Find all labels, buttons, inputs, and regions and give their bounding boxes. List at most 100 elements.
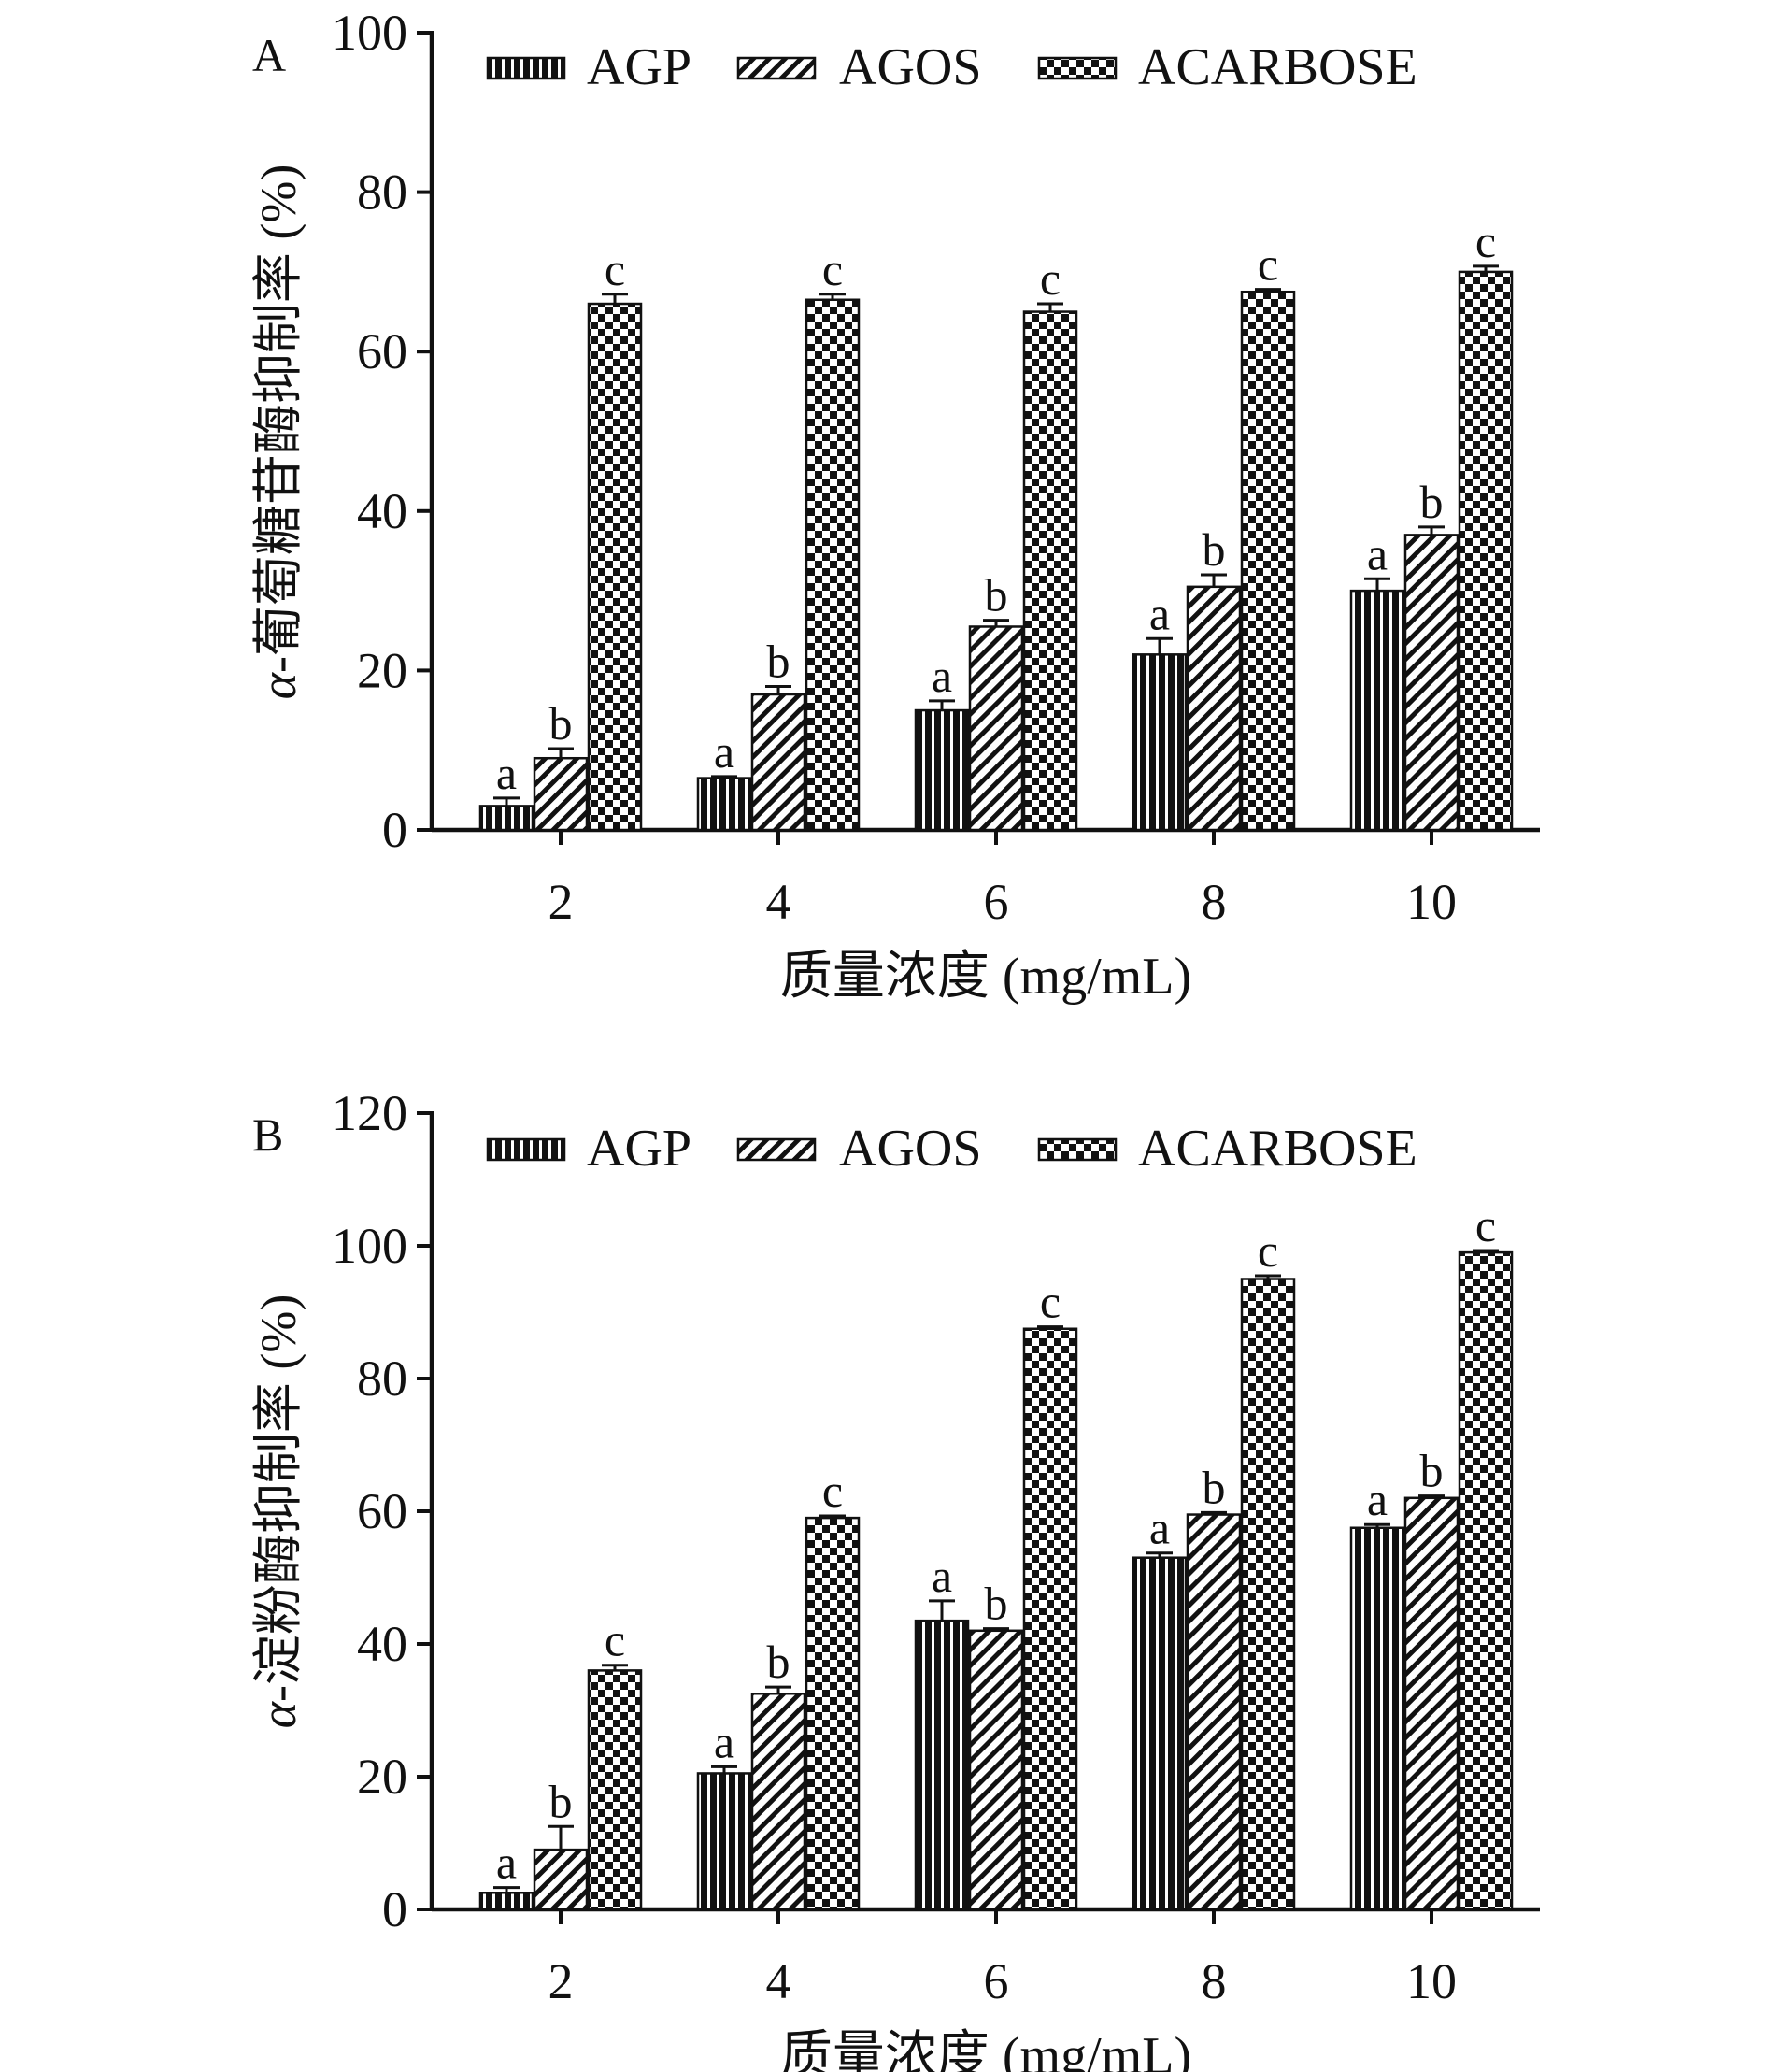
bar-acarbose [805, 1516, 861, 1911]
legend-label: ACARBOSE [1138, 1120, 1417, 1178]
bar-agp [1349, 1526, 1405, 1911]
significance-letter: c [605, 1614, 625, 1666]
significance-letter: c [605, 243, 625, 295]
x-tick-label: 8 [1202, 874, 1227, 930]
significance-letter: b [767, 1636, 790, 1688]
significance-letter: b [985, 569, 1008, 622]
bar-agos [1186, 585, 1242, 832]
bar-acarbose [1458, 1250, 1514, 1911]
bar-agp [1349, 589, 1405, 832]
y-axis-title-text: -淀粉酶抑制率 (%) [250, 1294, 306, 1702]
significance-letter: a [1149, 1502, 1170, 1554]
x-tick-label: 10 [1406, 1953, 1457, 2009]
y-tick-label: 100 [332, 1218, 407, 1274]
significance-letter: c [822, 243, 843, 295]
y-tick-label: 0 [382, 802, 407, 858]
bar-acarbose [1240, 290, 1296, 832]
legend-label: ACARBOSE [1138, 38, 1417, 96]
bar-agos [1186, 1513, 1242, 1911]
y-axis-title-text: -葡萄糖苷酶抑制率 (%) [250, 164, 306, 673]
legend-swatch [1037, 1137, 1118, 1162]
y-axis-title-greek: α [250, 671, 306, 699]
panel-label: B [252, 1108, 283, 1161]
x-tick-label: 2 [548, 1953, 574, 2009]
significance-letter: b [1203, 1461, 1226, 1513]
bar-agos [968, 1629, 1024, 1911]
legend-swatch [486, 1137, 566, 1162]
bar-agp [478, 1892, 534, 1911]
legend-swatch [486, 56, 566, 80]
bar-agp [914, 1619, 970, 1911]
significance-letter: b [549, 1775, 573, 1827]
significance-letter: c [1475, 1199, 1496, 1251]
significance-letter: c [822, 1465, 843, 1517]
bar-acarbose [1022, 310, 1078, 832]
y-axis-title: α-淀粉酶抑制率 (%) [250, 1294, 306, 1729]
significance-letter: b [985, 1578, 1008, 1630]
x-tick-label: 2 [548, 874, 574, 930]
x-axis-title: 质量浓度 (mg/mL) [780, 2027, 1191, 2072]
significance-letter: a [932, 1550, 952, 1602]
significance-letter: c [1258, 1224, 1278, 1277]
bar-agp [696, 777, 752, 832]
y-tick-label: 20 [357, 1749, 407, 1805]
significance-letter: a [1149, 587, 1170, 639]
x-tick-label: 4 [766, 1953, 791, 2009]
y-axis-title: α-葡萄糖苷酶抑制率 (%) [250, 164, 306, 700]
bar-acarbose [1240, 1278, 1296, 1911]
panel-label: A [252, 29, 286, 81]
significance-letter: c [1258, 238, 1278, 291]
significance-letter: b [767, 635, 790, 687]
significance-letter: c [1040, 1276, 1061, 1328]
x-tick-label: 10 [1406, 874, 1457, 930]
bar-acarbose [1458, 270, 1514, 832]
x-tick-label: 8 [1202, 1953, 1227, 2009]
y-tick-label: 80 [357, 164, 407, 221]
bar-agp [478, 805, 534, 832]
significance-letter: a [496, 1836, 517, 1889]
bar-acarbose [1022, 1327, 1078, 1911]
significance-letter: c [1475, 215, 1496, 267]
x-tick-label: 6 [984, 874, 1009, 930]
x-axis-title: 质量浓度 (mg/mL) [780, 948, 1191, 1006]
bar-agos [1403, 534, 1460, 832]
bar-agp [696, 1772, 752, 1911]
y-tick-label: 120 [332, 1085, 407, 1141]
legend-label: AGP [587, 38, 691, 96]
legend-swatch [736, 1137, 817, 1162]
significance-letter: a [1367, 527, 1388, 579]
significance-letter: a [932, 650, 952, 702]
bar-agos [968, 625, 1024, 832]
bar-agp [1132, 653, 1188, 832]
y-tick-label: 100 [332, 5, 407, 61]
x-tick-label: 6 [984, 1953, 1009, 2009]
significance-letter: a [1367, 1473, 1388, 1525]
legend-swatch [1037, 56, 1118, 80]
y-tick-label: 20 [357, 642, 407, 698]
significance-letter: a [714, 725, 734, 778]
significance-letter: b [1203, 523, 1226, 576]
legend-swatch [736, 56, 817, 80]
legend-label: AGP [587, 1120, 691, 1178]
significance-letter: b [1420, 476, 1444, 528]
x-tick-label: 4 [766, 874, 791, 930]
y-tick-label: 60 [357, 323, 407, 379]
bar-agp [1132, 1556, 1188, 1911]
significance-letter: a [714, 1715, 734, 1767]
y-tick-label: 40 [357, 1616, 407, 1672]
bar-agos [533, 756, 589, 832]
significance-letter: b [549, 697, 573, 750]
bar-agp [914, 708, 970, 832]
bar-acarbose [587, 302, 643, 832]
bar-agos [533, 1848, 589, 1911]
y-tick-label: 80 [357, 1350, 407, 1407]
bar-acarbose [805, 298, 861, 832]
bar-agos [750, 1693, 806, 1911]
significance-letter: a [496, 747, 517, 799]
bar-acarbose [587, 1669, 643, 1911]
y-tick-label: 60 [357, 1483, 407, 1539]
y-axis-title-greek: α [250, 1700, 306, 1728]
legend-label: AGOS [839, 38, 981, 96]
legend-label: AGOS [839, 1120, 981, 1178]
